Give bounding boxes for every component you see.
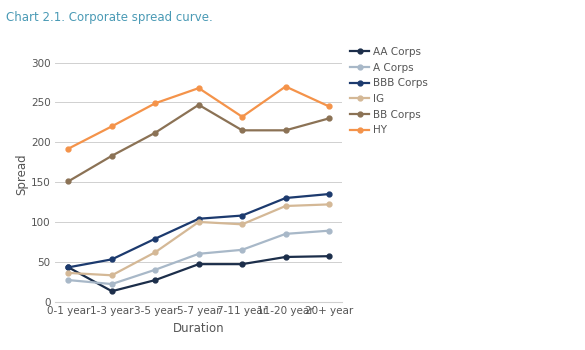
A Corps (239, 248, 246, 252)
BBB Corps (108, 257, 115, 261)
IG (108, 273, 115, 278)
A Corps (195, 252, 202, 256)
AA Corps (195, 262, 202, 266)
A Corps (108, 282, 115, 286)
HY (282, 84, 289, 89)
IG (282, 204, 289, 208)
AA Corps (239, 262, 246, 266)
BB Corps (325, 116, 332, 120)
Line: BBB Corps: BBB Corps (66, 191, 332, 270)
AA Corps (152, 278, 159, 282)
HY (195, 86, 202, 90)
HY (152, 101, 159, 105)
HY (108, 124, 115, 128)
HY (65, 147, 72, 151)
IG (325, 202, 332, 206)
HY (325, 104, 332, 108)
X-axis label: Duration: Duration (173, 322, 225, 335)
Y-axis label: Spread: Spread (15, 153, 28, 195)
A Corps (65, 278, 72, 282)
Legend: AA Corps, A Corps, BBB Corps, IG, BB Corps, HY: AA Corps, A Corps, BBB Corps, IG, BB Cor… (350, 47, 428, 135)
BB Corps (108, 154, 115, 158)
BB Corps (195, 103, 202, 107)
AA Corps (325, 254, 332, 258)
BBB Corps (65, 265, 72, 270)
A Corps (282, 232, 289, 236)
HY (239, 115, 246, 119)
Line: A Corps: A Corps (66, 228, 332, 287)
AA Corps (282, 255, 289, 259)
BBB Corps (282, 196, 289, 200)
A Corps (325, 229, 332, 233)
IG (239, 222, 246, 226)
Line: HY: HY (66, 84, 332, 151)
BB Corps (65, 179, 72, 183)
Line: AA Corps: AA Corps (66, 254, 332, 294)
A Corps (152, 268, 159, 272)
Line: IG: IG (66, 202, 332, 278)
BBB Corps (325, 192, 332, 196)
Line: BB Corps: BB Corps (66, 103, 332, 184)
BB Corps (152, 131, 159, 135)
BB Corps (282, 128, 289, 132)
IG (195, 220, 202, 224)
Text: Chart 2.1. Corporate spread curve.: Chart 2.1. Corporate spread curve. (6, 10, 212, 23)
AA Corps (65, 265, 72, 270)
IG (152, 250, 159, 254)
BB Corps (239, 128, 246, 132)
AA Corps (108, 289, 115, 293)
IG (65, 271, 72, 275)
BBB Corps (195, 217, 202, 221)
BBB Corps (239, 214, 246, 218)
BBB Corps (152, 237, 159, 241)
